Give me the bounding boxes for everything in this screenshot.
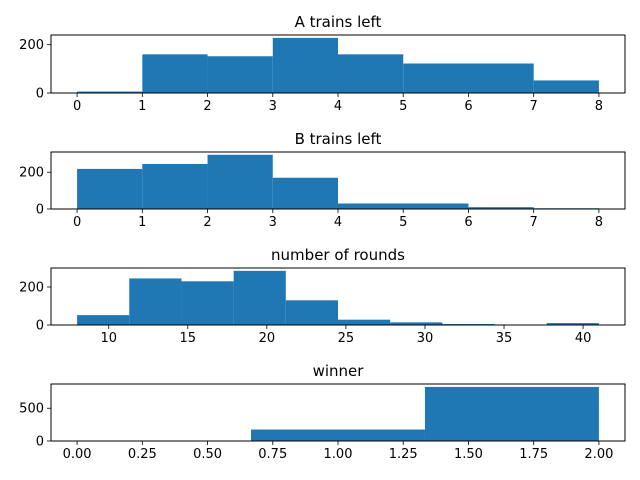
histogram-bar bbox=[181, 281, 234, 325]
y-tick-label: 0 bbox=[36, 203, 44, 218]
histogram-bar bbox=[233, 270, 286, 325]
x-tick-label: 3 bbox=[269, 215, 277, 230]
x-tick-label: 5 bbox=[399, 99, 407, 114]
x-tick-label: 20 bbox=[259, 331, 276, 346]
histogram-bar bbox=[272, 37, 338, 93]
histogram-bar bbox=[533, 80, 599, 93]
x-tick-label: 0.00 bbox=[63, 447, 92, 462]
x-tick-label: 15 bbox=[180, 331, 197, 346]
subplot-title: winner bbox=[313, 362, 365, 380]
y-tick-label: 200 bbox=[19, 38, 44, 53]
histogram-bar bbox=[424, 386, 599, 441]
histogram-bar bbox=[272, 177, 338, 209]
subplot-title: A trains left bbox=[295, 13, 382, 31]
histogram-bar bbox=[338, 54, 404, 93]
subplot-title: B trains left bbox=[295, 130, 382, 148]
x-tick-label: 8 bbox=[595, 99, 603, 114]
x-tick-label: 2 bbox=[203, 99, 211, 114]
x-tick-label: 4 bbox=[334, 215, 342, 230]
y-tick-label: 0 bbox=[36, 435, 44, 450]
histogram-bar bbox=[251, 429, 425, 441]
histogram-bar bbox=[129, 278, 182, 325]
x-tick-label: 0 bbox=[73, 99, 81, 114]
x-tick-label: 1 bbox=[138, 215, 146, 230]
histogram-bar bbox=[546, 323, 599, 325]
histogram-bar bbox=[77, 168, 143, 209]
x-tick-label: 0.50 bbox=[193, 447, 222, 462]
histogram-bar bbox=[142, 54, 208, 93]
x-tick-label: 1.50 bbox=[454, 447, 483, 462]
histogram-bar bbox=[207, 154, 273, 209]
y-tick-label: 200 bbox=[19, 166, 44, 181]
y-tick-label: 0 bbox=[36, 319, 44, 334]
x-tick-label: 7 bbox=[530, 215, 538, 230]
axes-frame bbox=[50, 267, 626, 326]
histogram-bar bbox=[338, 319, 391, 325]
histogram-bar bbox=[468, 207, 534, 209]
x-tick-label: 0.75 bbox=[258, 447, 287, 462]
x-tick-label: 1.75 bbox=[519, 447, 548, 462]
x-tick-label: 0 bbox=[73, 215, 81, 230]
x-tick-label: 3 bbox=[269, 99, 277, 114]
histogram-bar bbox=[403, 63, 534, 93]
x-tick-label: 8 bbox=[595, 215, 603, 230]
subplot-3: 10 15 20 25 30 35 40 0 200 number of rounds bbox=[19, 246, 626, 346]
subplot-title: number of rounds bbox=[271, 246, 405, 264]
x-tick-label: 30 bbox=[417, 331, 434, 346]
histogram-bar bbox=[390, 322, 443, 325]
x-tick-label: 2.00 bbox=[584, 447, 613, 462]
x-tick-label: 35 bbox=[496, 331, 513, 346]
histogram-bar bbox=[207, 56, 273, 93]
x-tick-label: 1 bbox=[138, 99, 146, 114]
histogram-bar bbox=[338, 203, 469, 209]
x-tick-label: 5 bbox=[399, 215, 407, 230]
y-tick-label: 500 bbox=[19, 402, 44, 417]
x-tick-label: 1.00 bbox=[324, 447, 353, 462]
subplot-4: 0.00 0.25 0.50 0.75 1.00 1.25 1.50 1.75 2.00 0 500… bbox=[19, 362, 626, 462]
x-tick-label: 6 bbox=[464, 215, 472, 230]
y-tick-label: 0 bbox=[36, 87, 44, 102]
subplot-2: 0 1 2 3 4 5 6 7 8 0 200 B trains left bbox=[19, 130, 626, 230]
x-tick-label: 4 bbox=[334, 99, 342, 114]
x-tick-label: 10 bbox=[100, 331, 117, 346]
histogram-bar bbox=[77, 315, 130, 325]
histogram-bar bbox=[77, 91, 143, 93]
x-tick-label: 7 bbox=[530, 99, 538, 114]
subplot-1: 0 1 2 3 4 5 6 7 8 0 200 A trains left bbox=[19, 13, 626, 114]
x-tick-label: 40 bbox=[575, 331, 592, 346]
x-tick-label: 1.25 bbox=[389, 447, 418, 462]
x-tick-label: 25 bbox=[338, 331, 355, 346]
x-tick-label: 0.25 bbox=[128, 447, 157, 462]
histogram-bar bbox=[285, 300, 338, 325]
y-tick-label: 200 bbox=[19, 281, 44, 296]
histogram-bar bbox=[142, 163, 208, 209]
x-tick-label: 2 bbox=[203, 215, 211, 230]
x-tick-label: 6 bbox=[464, 99, 472, 114]
